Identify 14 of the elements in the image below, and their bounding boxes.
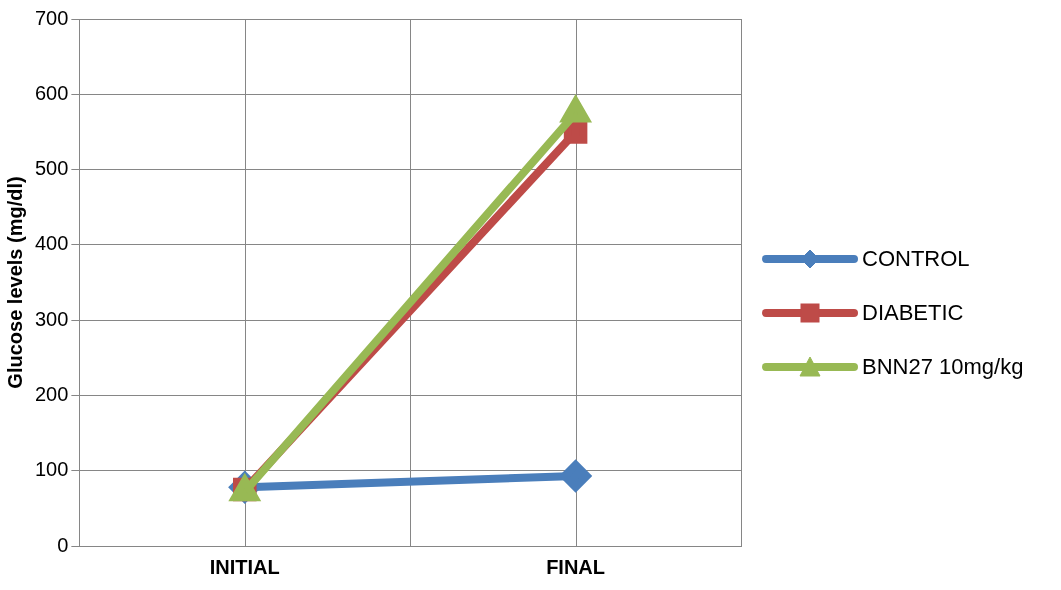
y-tick-label: 700 bbox=[34, 6, 69, 29]
legend-label: BNN27 10mg/kg bbox=[862, 354, 1024, 380]
x-tick-label: FINAL bbox=[546, 555, 606, 578]
y-tick-label: 200 bbox=[34, 382, 69, 405]
y-tick-label: 500 bbox=[34, 157, 69, 180]
y-tick-label: 0 bbox=[57, 533, 69, 556]
y-tick-label: 100 bbox=[34, 458, 69, 481]
y-tick-label: 300 bbox=[34, 307, 69, 330]
x-tick-label: INITIAL bbox=[209, 555, 280, 578]
y-axis-title: Glucose levels (mg/dl) bbox=[3, 176, 26, 389]
legend-label: DIABETIC bbox=[862, 300, 964, 326]
y-tick-label: 400 bbox=[34, 232, 69, 255]
y-tick-label: 600 bbox=[34, 81, 69, 104]
legend-label: CONTROL bbox=[862, 246, 970, 272]
